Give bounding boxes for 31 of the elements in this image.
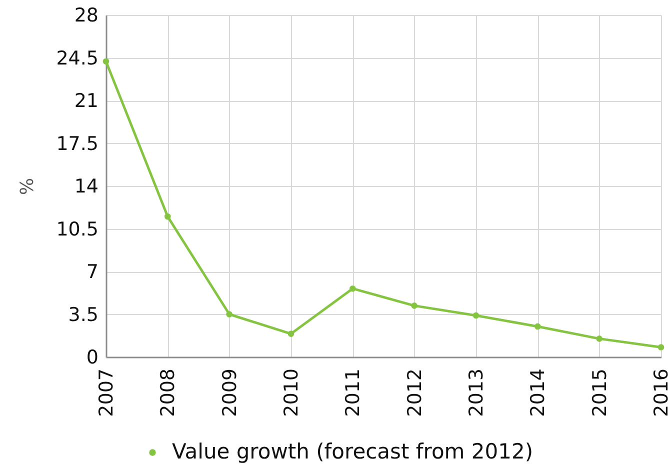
point — [226, 311, 232, 318]
y-tick-label: 3.5 — [68, 304, 98, 326]
y-tick-label: 0 — [86, 346, 98, 368]
point — [350, 285, 356, 292]
point — [411, 302, 418, 309]
point — [596, 336, 602, 342]
y-axis-title: % — [17, 178, 38, 196]
point — [472, 312, 480, 319]
x-tick-label: 2007 — [96, 368, 118, 417]
x-tick-label: 2013 — [466, 368, 488, 417]
y-tick-label: 10.5 — [56, 218, 98, 240]
x-tick-label: 2015 — [588, 368, 611, 417]
y-tick-label: 14 — [74, 176, 98, 198]
point — [102, 58, 110, 65]
point — [164, 213, 171, 220]
point — [658, 344, 664, 350]
x-tick-label: 2016 — [650, 368, 670, 417]
y-tick-label: 7 — [86, 261, 98, 283]
point — [534, 323, 541, 330]
y-tick-label: 28 — [74, 4, 98, 26]
y-tick-label: 17.5 — [56, 132, 98, 155]
x-tick-label: 2010 — [280, 368, 302, 417]
x-tick-label: 2008 — [157, 368, 180, 417]
x-tick-label: 2012 — [404, 368, 426, 417]
x-tick-label: 2014 — [527, 368, 550, 417]
x-tick-label: 2009 — [218, 368, 241, 417]
legend-label: Value growth (forecast from 2012) — [172, 440, 534, 464]
x-tick-label: 2011 — [342, 368, 364, 417]
y-tick-label: 24.5 — [56, 47, 98, 70]
point — [288, 330, 294, 337]
y-tick-label: 21 — [74, 90, 98, 112]
